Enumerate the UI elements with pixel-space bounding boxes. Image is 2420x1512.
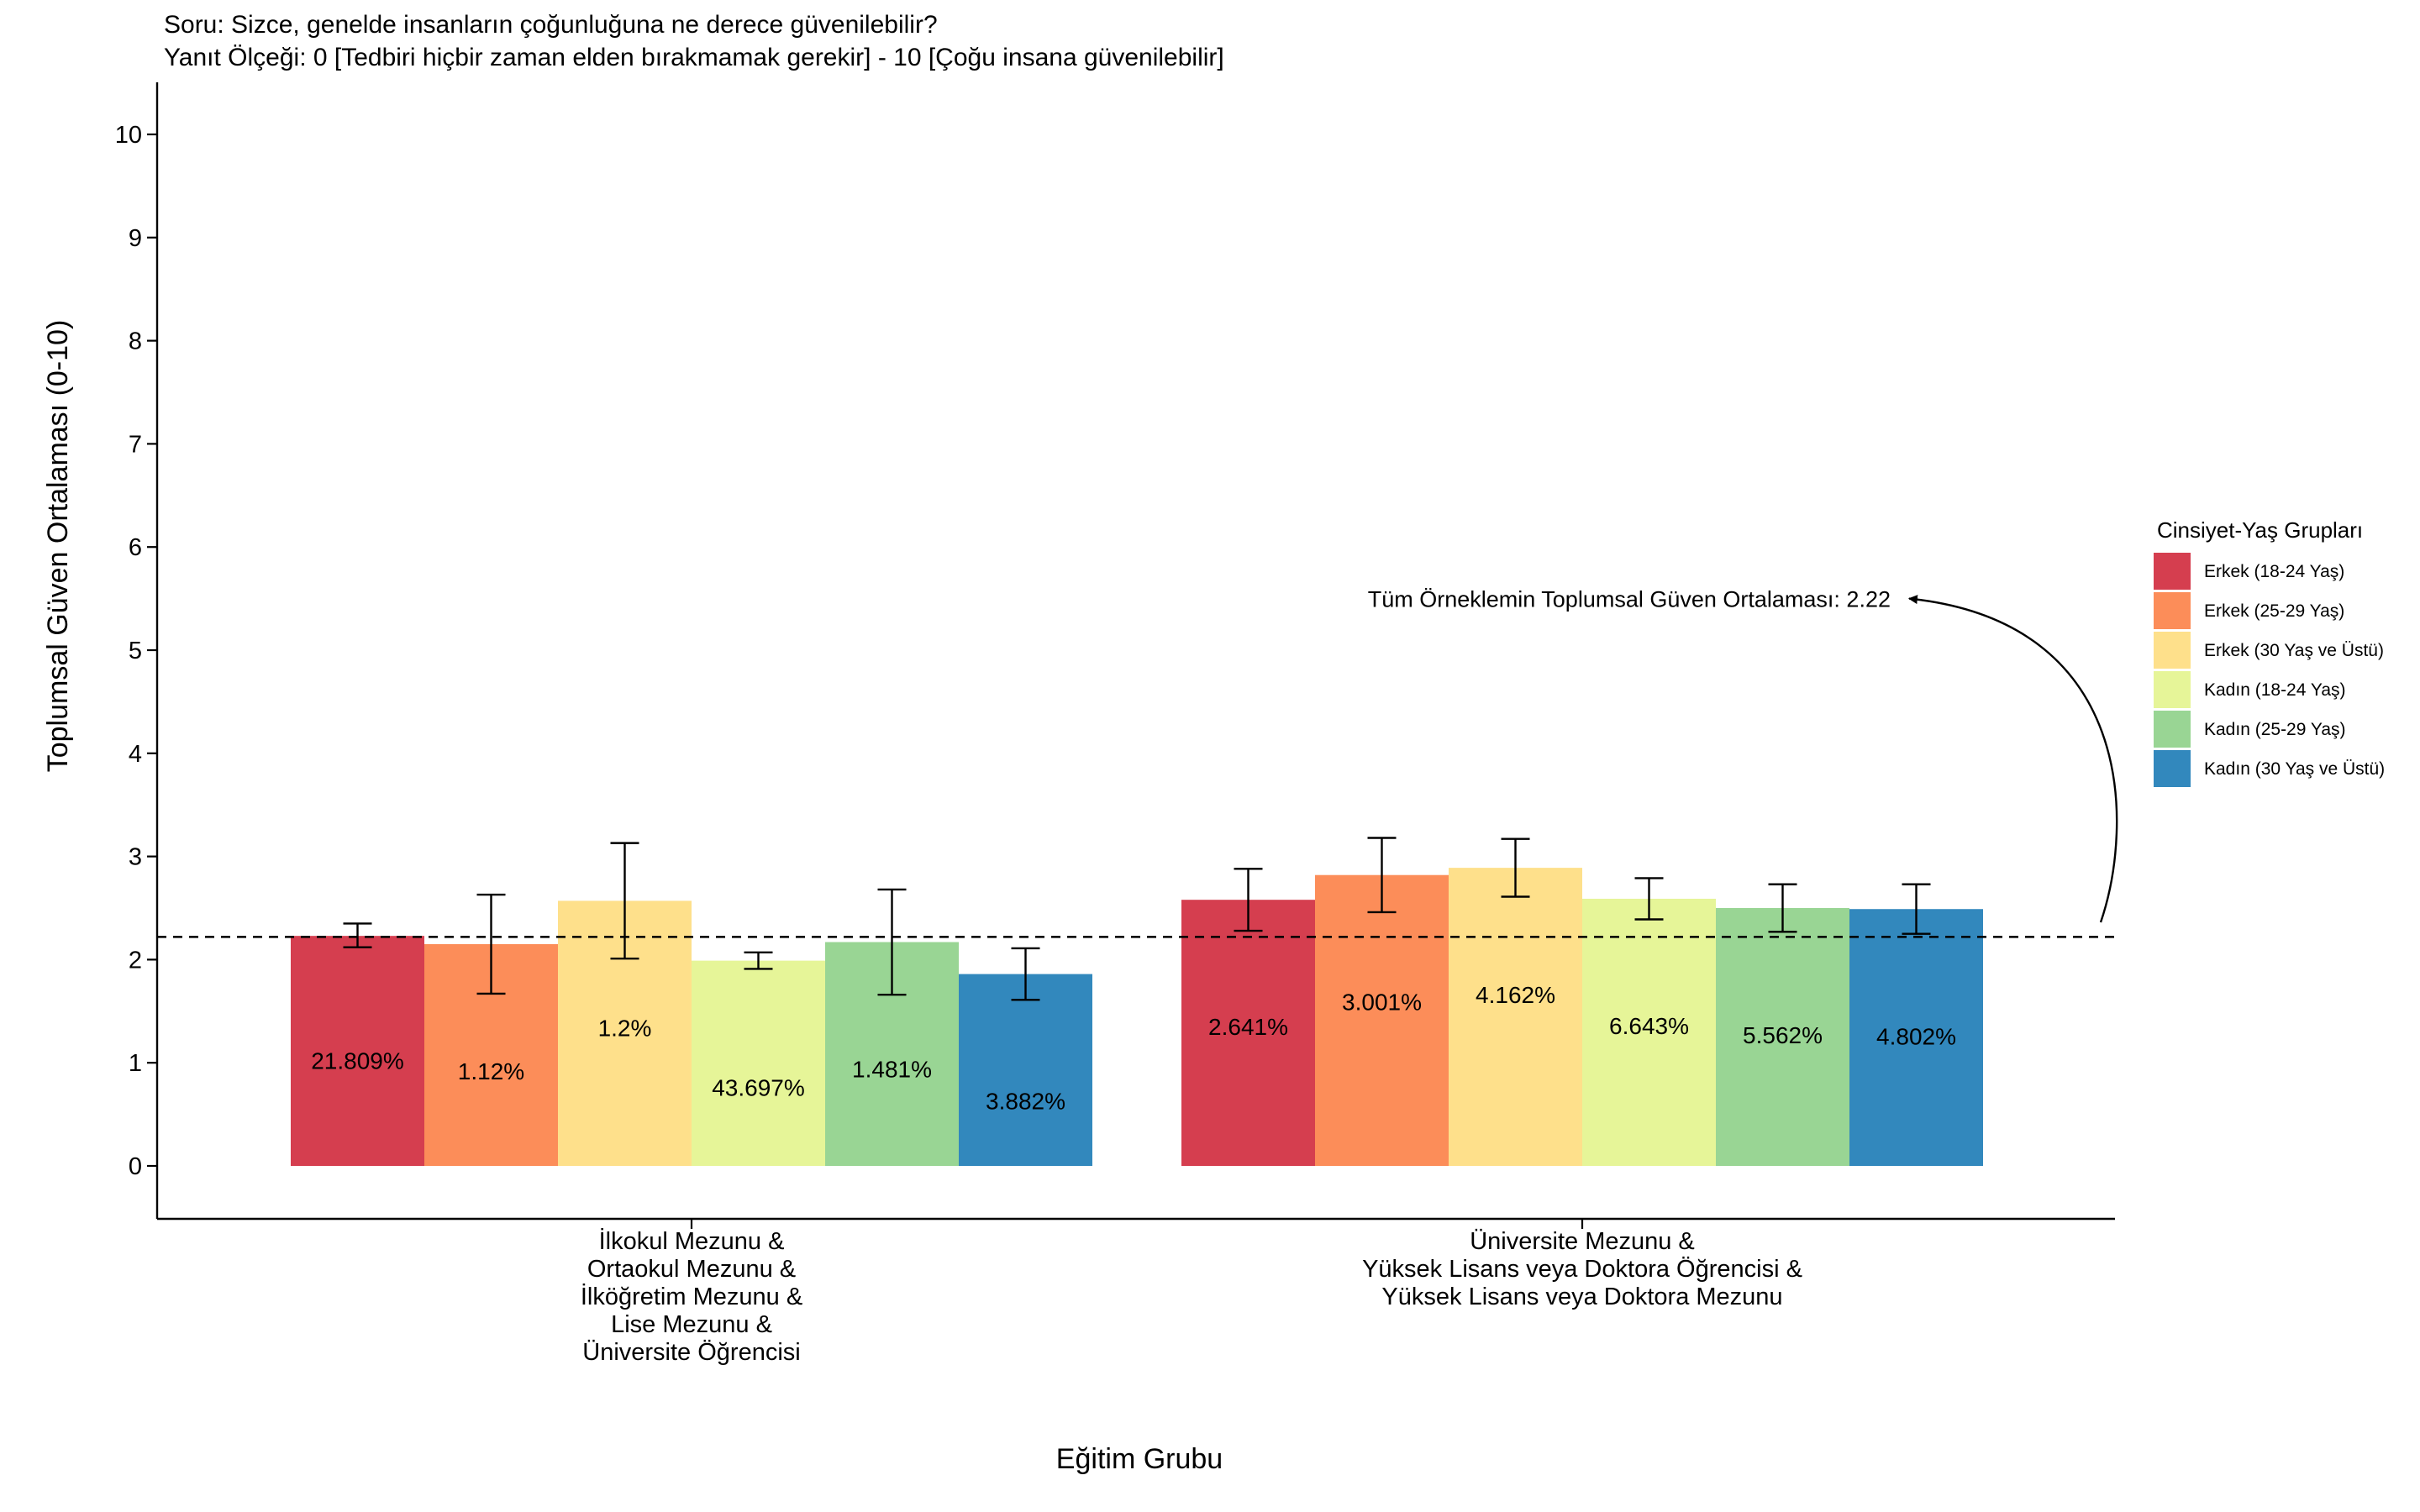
x-category-label-1-line-3: İlköğretim Mezunu & bbox=[581, 1283, 802, 1310]
y-tick-label-5: 5 bbox=[129, 638, 142, 664]
x-category-label-2-line-2: Yüksek Lisans veya Doktora Öğrencisi & bbox=[1362, 1256, 1802, 1283]
y-tick-label-6: 6 bbox=[129, 534, 142, 561]
x-axis-title: Eğitim Grubu bbox=[1056, 1443, 1223, 1475]
y-tick-label-1: 1 bbox=[129, 1050, 142, 1077]
legend-label-1: Erkek (18-24 Yaş) bbox=[2204, 562, 2344, 581]
legend-key-5 bbox=[2154, 711, 2191, 748]
y-ticks-layer: 0 1 2 3 4 5 6 7 8 9 10 bbox=[115, 122, 157, 1180]
legend-label-6: Kadın (30 Yaş ve Üstü) bbox=[2204, 759, 2385, 779]
y-tick-label-3: 3 bbox=[129, 844, 142, 871]
bars-layer bbox=[291, 868, 1983, 1166]
legend-label-2: Erkek (25-29 Yaş) bbox=[2204, 601, 2344, 621]
legend-key-3 bbox=[2154, 632, 2191, 669]
data-label-5-1: 1.481% bbox=[852, 1057, 932, 1083]
data-label-2-1: 1.12% bbox=[458, 1058, 524, 1084]
data-labels-layer: 21.809% 2.641% 1.12% 3.001% 1.2% 4.162% 43.697… bbox=[311, 982, 1956, 1114]
x-category-label-1-line-4: Lise Mezunu & bbox=[611, 1311, 772, 1338]
bar-6-group-2 bbox=[1849, 909, 1983, 1166]
chart-title: Soru: Sizce, genelde insanların çoğunluğ… bbox=[164, 11, 938, 39]
y-tick-label-2: 2 bbox=[129, 947, 142, 974]
error-bars-layer bbox=[343, 837, 1931, 1001]
legend-key-6 bbox=[2154, 750, 2191, 787]
y-tick-label-0: 0 bbox=[129, 1153, 142, 1180]
bar-2-group-2 bbox=[1315, 874, 1449, 1166]
legend-title: Cinsiyet-Yaş Grupları bbox=[2157, 517, 2363, 543]
bar-4-group-1 bbox=[692, 960, 825, 1166]
data-label-1-2: 2.641% bbox=[1208, 1014, 1288, 1040]
legend-label-5: Kadın (25-29 Yaş) bbox=[2204, 720, 2346, 739]
data-label-2-2: 3.001% bbox=[1342, 990, 1422, 1016]
bar-3-group-2 bbox=[1449, 868, 1582, 1166]
bar-1-group-1 bbox=[291, 936, 424, 1166]
annotation-layer: Tüm Örneklemin Toplumsal Güven Ortalamas… bbox=[1368, 587, 2118, 923]
bar-5-group-2 bbox=[1716, 908, 1849, 1166]
x-category-label-1-line-1: İlkokul Mezunu & bbox=[599, 1227, 785, 1255]
data-label-4-1: 43.697% bbox=[712, 1075, 805, 1101]
y-tick-label-7: 7 bbox=[129, 431, 142, 458]
data-label-6-2: 4.802% bbox=[1876, 1023, 1956, 1049]
bar-6-group-1 bbox=[959, 974, 1092, 1166]
x-category-label-2-line-3: Yüksek Lisans veya Doktora Mezunu bbox=[1381, 1284, 1782, 1310]
data-label-6-1: 3.882% bbox=[986, 1089, 1065, 1115]
x-categories-layer: İlkokul Mezunu &Ortaokul Mezunu &İlköğre… bbox=[581, 1219, 1802, 1366]
mean-annotation-text: Tüm Örneklemin Toplumsal Güven Ortalamas… bbox=[1368, 587, 1891, 612]
legend-label-4: Kadın (18-24 Yaş) bbox=[2204, 680, 2346, 700]
y-tick-label-8: 8 bbox=[129, 328, 142, 355]
data-label-1-1: 21.809% bbox=[311, 1048, 404, 1074]
legend-key-1 bbox=[2154, 553, 2191, 590]
data-label-5-2: 5.562% bbox=[1743, 1022, 1823, 1048]
x-category-label-1-line-5: Üniversite Öğrencisi bbox=[582, 1339, 800, 1366]
y-tick-label-9: 9 bbox=[129, 225, 142, 252]
bar-1-group-2 bbox=[1181, 900, 1315, 1166]
data-label-4-2: 6.643% bbox=[1609, 1013, 1689, 1039]
mean-annotation-arrow bbox=[1907, 595, 2118, 923]
bar-4-group-2 bbox=[1582, 898, 1716, 1166]
legend-key-4 bbox=[2154, 671, 2191, 708]
y-tick-label-10: 10 bbox=[115, 122, 142, 149]
legend: Cinsiyet-Yaş Grupları Erkek (18-24 Yaş) E… bbox=[2154, 517, 2385, 787]
chart-subtitle: Yanıt Ölçeği: 0 [Tedbiri hiçbir zaman el… bbox=[164, 44, 1224, 71]
x-category-label-1-line-2: Ortaokul Mezunu & bbox=[587, 1256, 796, 1283]
y-axis-title: Toplumsal Güven Ortalaması (0-10) bbox=[42, 320, 74, 773]
data-label-3-2: 4.162% bbox=[1476, 982, 1555, 1008]
legend-label-3: Erkek (30 Yaş ve Üstü) bbox=[2204, 641, 2384, 660]
data-label-3-1: 1.2% bbox=[598, 1015, 652, 1041]
x-category-label-2-line-1: Üniversite Mezunu & bbox=[1470, 1228, 1695, 1255]
y-tick-label-4: 4 bbox=[129, 741, 142, 768]
legend-key-2 bbox=[2154, 592, 2191, 629]
